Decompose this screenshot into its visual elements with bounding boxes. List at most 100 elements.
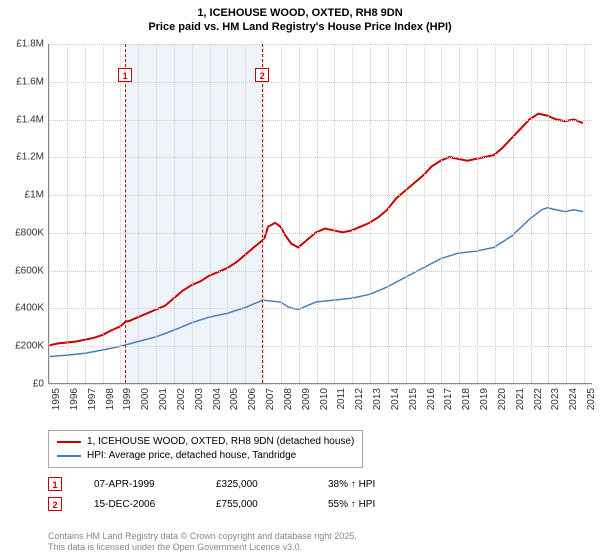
x-tick-label: 2007 bbox=[265, 388, 276, 410]
gridline-v bbox=[441, 44, 442, 383]
gridline-v bbox=[227, 44, 228, 383]
x-tick-label: 1996 bbox=[69, 388, 80, 410]
y-tick-label: £600K bbox=[15, 265, 44, 276]
title-line-2: Price paid vs. HM Land Registry's House … bbox=[0, 20, 600, 34]
y-tick-label: £1.8M bbox=[16, 39, 44, 50]
gridline-h bbox=[49, 157, 592, 158]
gridline-v bbox=[67, 44, 68, 383]
gridline-v bbox=[495, 44, 496, 383]
gridline-v bbox=[584, 44, 585, 383]
chart-plot-area: 12 bbox=[48, 44, 592, 384]
sale-row: 215-DEC-2006£755,00055% ↑ HPI bbox=[48, 494, 375, 514]
chart-lines bbox=[49, 44, 592, 383]
sale-marker-box: 2 bbox=[255, 68, 269, 82]
footer-line-2: This data is licensed under the Open Gov… bbox=[48, 542, 357, 554]
x-tick-label: 2014 bbox=[390, 388, 401, 410]
gridline-v bbox=[531, 44, 532, 383]
gridline-v bbox=[388, 44, 389, 383]
legend-item: HPI: Average price, detached house, Tand… bbox=[57, 449, 354, 463]
gridline-v bbox=[281, 44, 282, 383]
x-tick-label: 1995 bbox=[51, 388, 62, 410]
sale-delta: 55% ↑ HPI bbox=[328, 499, 375, 510]
gridline-h bbox=[49, 195, 592, 196]
gridline-v bbox=[192, 44, 193, 383]
gridline-h bbox=[49, 233, 592, 234]
sale-row-marker: 2 bbox=[48, 497, 62, 511]
x-tick-label: 1997 bbox=[87, 388, 98, 410]
y-tick-label: £0 bbox=[33, 379, 44, 390]
x-tick-label: 2008 bbox=[283, 388, 294, 410]
sale-price: £755,000 bbox=[216, 499, 296, 510]
y-tick-label: £200K bbox=[15, 341, 44, 352]
gridline-v bbox=[138, 44, 139, 383]
x-tick-label: 2006 bbox=[247, 388, 258, 410]
gridline-v bbox=[156, 44, 157, 383]
x-tick-label: 2011 bbox=[336, 388, 347, 410]
x-tick-label: 2023 bbox=[550, 388, 561, 410]
gridline-v bbox=[317, 44, 318, 383]
x-tick-label: 2013 bbox=[372, 388, 383, 410]
gridline-v bbox=[566, 44, 567, 383]
sale-date: 07-APR-1999 bbox=[94, 479, 184, 490]
sale-marker-line bbox=[125, 44, 126, 383]
x-tick-label: 2002 bbox=[176, 388, 187, 410]
gridline-v bbox=[85, 44, 86, 383]
sales-table: 107-APR-1999£325,00038% ↑ HPI215-DEC-200… bbox=[48, 474, 375, 514]
gridline-v bbox=[548, 44, 549, 383]
legend-label: HPI: Average price, detached house, Tand… bbox=[87, 449, 296, 463]
gridline-v bbox=[299, 44, 300, 383]
legend-swatch bbox=[57, 455, 81, 457]
x-tick-label: 1999 bbox=[122, 388, 133, 410]
x-tick-label: 2016 bbox=[426, 388, 437, 410]
x-tick-label: 2022 bbox=[533, 388, 544, 410]
y-tick-label: £400K bbox=[15, 303, 44, 314]
x-tick-label: 2003 bbox=[194, 388, 205, 410]
gridline-h bbox=[49, 384, 592, 385]
gridline-v bbox=[245, 44, 246, 383]
gridline-h bbox=[49, 44, 592, 45]
gridline-v bbox=[513, 44, 514, 383]
x-tick-label: 2004 bbox=[212, 388, 223, 410]
x-tick-label: 2020 bbox=[497, 388, 508, 410]
legend-label: 1, ICEHOUSE WOOD, OXTED, RH8 9DN (detach… bbox=[87, 435, 354, 449]
gridline-v bbox=[174, 44, 175, 383]
sale-price: £325,000 bbox=[216, 479, 296, 490]
footer-attribution: Contains HM Land Registry data © Crown c… bbox=[48, 531, 357, 554]
x-tick-label: 2005 bbox=[229, 388, 240, 410]
x-tick-label: 1998 bbox=[105, 388, 116, 410]
x-tick-label: 2015 bbox=[408, 388, 419, 410]
gridline-v bbox=[424, 44, 425, 383]
gridline-v bbox=[49, 44, 50, 383]
gridline-v bbox=[120, 44, 121, 383]
gridline-v bbox=[352, 44, 353, 383]
sale-row: 1 07-APR-1999 £325,000 38% ↑ HPI bbox=[48, 474, 375, 494]
x-tick-label: 2025 bbox=[586, 388, 597, 410]
gridline-v bbox=[477, 44, 478, 383]
gridline-v bbox=[103, 44, 104, 383]
legend-swatch bbox=[57, 441, 81, 443]
title-line-1: 1, ICEHOUSE WOOD, OXTED, RH8 9DN bbox=[0, 6, 600, 20]
x-tick-label: 2012 bbox=[354, 388, 365, 410]
x-tick-label: 2009 bbox=[301, 388, 312, 410]
x-tick-label: 2019 bbox=[479, 388, 490, 410]
legend: 1, ICEHOUSE WOOD, OXTED, RH8 9DN (detach… bbox=[48, 430, 363, 468]
sale-row-marker: 1 bbox=[48, 477, 62, 491]
legend-item: 1, ICEHOUSE WOOD, OXTED, RH8 9DN (detach… bbox=[57, 435, 354, 449]
x-tick-label: 2021 bbox=[515, 388, 526, 410]
gridline-h bbox=[49, 346, 592, 347]
x-tick-label: 2010 bbox=[319, 388, 330, 410]
gridline-v bbox=[370, 44, 371, 383]
gridline-v bbox=[334, 44, 335, 383]
x-tick-label: 2001 bbox=[158, 388, 169, 410]
sale-marker-line bbox=[262, 44, 263, 383]
y-tick-label: £1.4M bbox=[16, 114, 44, 125]
gridline-v bbox=[459, 44, 460, 383]
x-tick-label: 2000 bbox=[140, 388, 151, 410]
gridline-h bbox=[49, 308, 592, 309]
x-tick-label: 2018 bbox=[461, 388, 472, 410]
y-tick-label: £1M bbox=[25, 190, 44, 201]
sale-delta: 38% ↑ HPI bbox=[328, 479, 375, 490]
chart-title: 1, ICEHOUSE WOOD, OXTED, RH8 9DN Price p… bbox=[0, 0, 600, 35]
footer-line-1: Contains HM Land Registry data © Crown c… bbox=[48, 531, 357, 543]
gridline-h bbox=[49, 271, 592, 272]
